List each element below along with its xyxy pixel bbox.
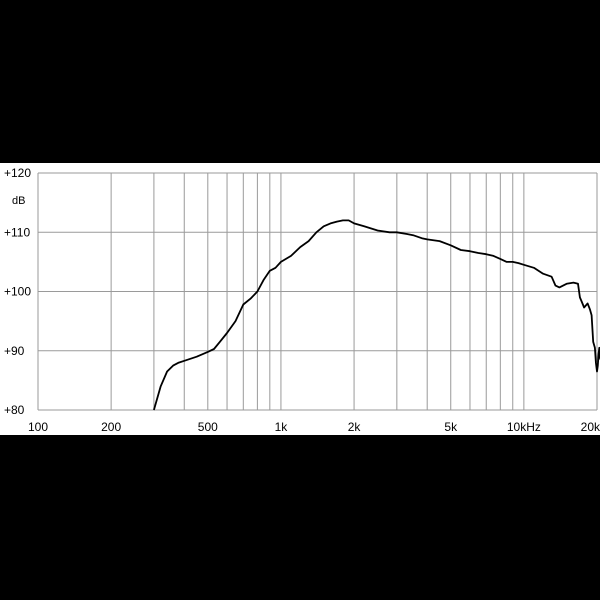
x-tick-label: 2k xyxy=(348,420,362,434)
x-tick-label: 100 xyxy=(28,420,48,434)
x-tick-label: 10kHz xyxy=(507,420,541,434)
y-tick-labels: +120 +110 +100 +90 +80 xyxy=(4,166,31,417)
y-tick-label: +110 xyxy=(4,225,30,239)
x-tick-label: 500 xyxy=(198,420,218,434)
y-tick-label: +100 xyxy=(4,285,31,299)
y-axis-unit-label: dB xyxy=(12,195,25,207)
x-tick-label: 200 xyxy=(101,420,121,434)
series-line xyxy=(153,219,600,411)
x-tick-labels: 100 200 500 1k 2k 5k 10kHz 20k xyxy=(28,420,600,434)
y-tick-label: +80 xyxy=(4,403,25,417)
y-tick-label: +90 xyxy=(4,344,25,358)
series-group xyxy=(153,219,600,411)
x-tick-label: 1k xyxy=(275,420,289,434)
x-tick-label: 20k xyxy=(581,420,600,434)
x-tick-label: 5k xyxy=(444,420,458,434)
y-tick-label: +120 xyxy=(4,166,31,180)
